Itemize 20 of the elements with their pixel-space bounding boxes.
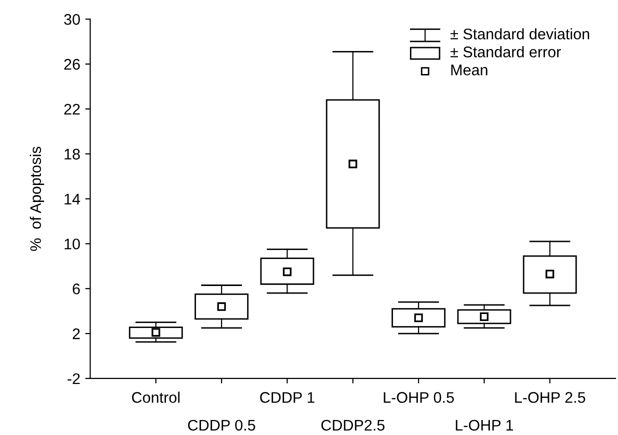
y-tick-label: 18 — [64, 148, 80, 160]
annotation: ± Standard deviation — [450, 28, 590, 40]
annotation: Mean — [451, 64, 488, 76]
y-tick-label: 14 — [64, 194, 80, 204]
y-axis-title: % of Apoptosis — [30, 146, 44, 251]
x-tick-label: CDDP 0.5 — [188, 420, 256, 431]
x-tick-label: Control — [132, 392, 180, 403]
x-tick-label: L-OHP 0.5 — [384, 392, 454, 403]
y-tick-label: 30 — [64, 14, 80, 25]
y-tick-label: 26 — [64, 58, 80, 70]
y-tick-label: -2 — [68, 373, 80, 384]
x-tick-label: L-OHP 2.5 — [515, 392, 586, 403]
y-tick-label: 10 — [64, 238, 80, 250]
y-tick-label: 22 — [64, 104, 80, 115]
x-tick-label: L-OHP 1 — [456, 420, 514, 431]
x-tick-label: CDDP 1 — [260, 392, 314, 403]
annotation: ± Standard error — [450, 46, 561, 58]
y-tick-label: 2 — [72, 328, 80, 340]
x-tick-label: CDDP2.5 — [321, 420, 384, 431]
y-tick-label: 6 — [72, 283, 80, 294]
